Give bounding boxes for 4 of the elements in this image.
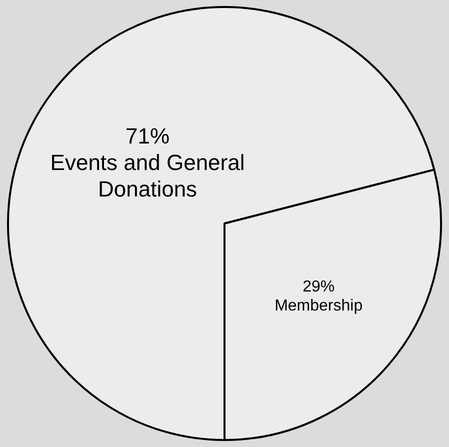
data-label: 29% [302, 278, 335, 296]
data-label: 71% [125, 123, 170, 148]
slice-label: Membership [274, 297, 363, 314]
slice-label: Events and General Donations [50, 150, 245, 202]
